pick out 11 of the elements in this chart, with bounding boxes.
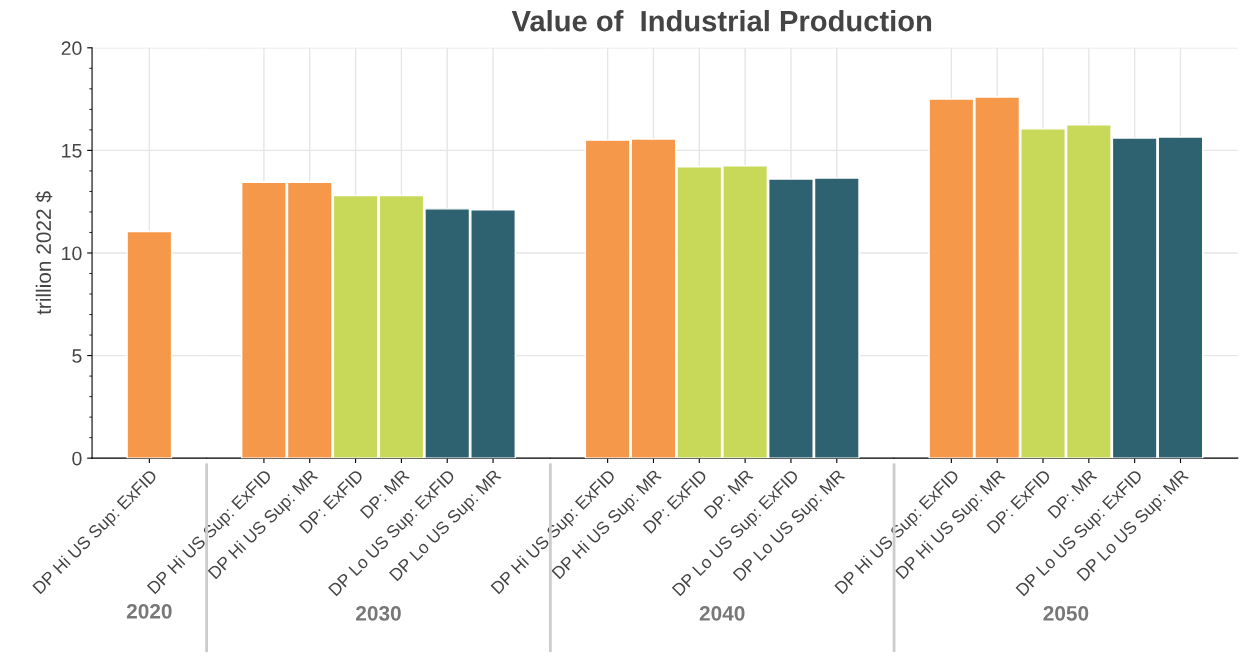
y-tick-label: 15 — [62, 144, 82, 158]
chart-title: Value of Industrial Production — [511, 10, 932, 32]
y-tick-label: 10 — [62, 246, 82, 261]
x-axis-title: 2020 — [126, 603, 172, 619]
y-tick-label: 20 — [61, 41, 82, 56]
x-axis-title: 2040 — [699, 605, 745, 621]
y-axis-title: trillion 2022 $ — [35, 191, 53, 315]
x-axis-title: 2050 — [1043, 605, 1089, 621]
y-tick-label: 0 — [72, 451, 82, 466]
x-axis-title: 2030 — [356, 605, 401, 621]
y-tick-label: 5 — [72, 349, 82, 363]
